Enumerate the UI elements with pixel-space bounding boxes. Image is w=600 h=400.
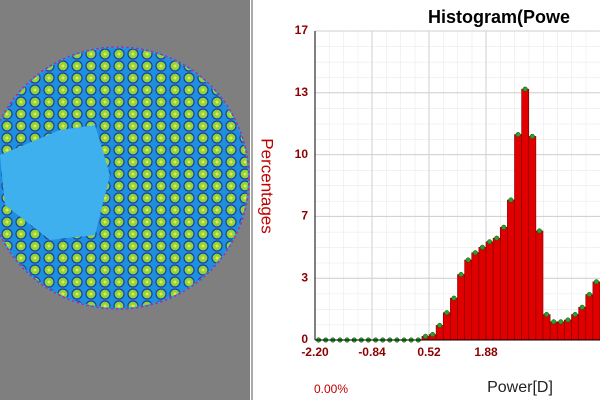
bar	[457, 274, 465, 341]
bar-marker	[451, 295, 457, 301]
y-tick-label: 10	[295, 147, 309, 161]
bar-marker	[422, 333, 428, 339]
bar-marker	[558, 319, 564, 325]
x-tick-label: 1.88	[474, 345, 498, 359]
bar-marker	[572, 312, 578, 318]
bar-marker	[465, 257, 471, 263]
bar	[464, 259, 473, 341]
chart-title: Histogram(Powe	[428, 7, 570, 27]
bar-marker	[579, 304, 585, 310]
bar	[571, 314, 579, 341]
bar	[442, 312, 451, 341]
bar-marker	[544, 312, 550, 318]
bar	[478, 247, 487, 341]
y-tick-label: 17	[295, 23, 309, 37]
bar	[585, 294, 594, 341]
bar	[592, 281, 600, 341]
bar-marker	[508, 197, 514, 203]
bar	[564, 319, 572, 341]
percent-readout: 0.00%	[314, 382, 348, 396]
bar	[507, 199, 515, 341]
bar	[578, 306, 587, 341]
bar	[499, 227, 508, 341]
x-tick-label: -0.84	[358, 345, 386, 359]
bar-marker	[437, 322, 443, 329]
bar-marker	[551, 319, 557, 325]
bar	[521, 88, 530, 341]
bar-marker	[487, 239, 493, 245]
bar	[485, 241, 494, 341]
bar	[492, 237, 501, 341]
bar-marker	[515, 132, 521, 138]
bar-marker	[430, 331, 436, 338]
bar	[556, 321, 565, 341]
bar-marker	[593, 279, 599, 285]
bar-marker	[458, 272, 464, 278]
bar	[549, 321, 558, 341]
y-tick-label: 0	[301, 332, 308, 346]
bar	[514, 134, 522, 341]
lens-image	[0, 0, 250, 400]
y-tick-label: 7	[301, 209, 308, 223]
bar-marker	[565, 317, 571, 323]
x-tick-label: -2.20	[301, 345, 329, 359]
bar-marker	[444, 310, 450, 316]
bar-marker	[529, 133, 535, 139]
bar	[542, 314, 551, 341]
bar	[471, 252, 480, 341]
x-tick-label: 0.52	[417, 345, 441, 359]
y-axis-label: Percentages	[258, 138, 277, 233]
bar-marker	[501, 224, 507, 230]
bar-marker	[522, 86, 528, 92]
bar-marker	[494, 235, 500, 241]
bar-marker	[479, 244, 485, 250]
y-tick-label: 13	[295, 85, 309, 99]
bar-marker	[586, 292, 592, 298]
plot: 0 3 7 10 13 17 -2.20 -0.84 0.52 1.88	[295, 23, 600, 359]
x-axis-label: Power[D]	[487, 379, 553, 396]
bar-marker	[536, 228, 542, 234]
bar	[535, 230, 544, 341]
bar	[450, 297, 458, 341]
y-tick-label: 3	[301, 270, 308, 284]
bar	[528, 136, 537, 341]
bar-marker	[472, 250, 478, 256]
